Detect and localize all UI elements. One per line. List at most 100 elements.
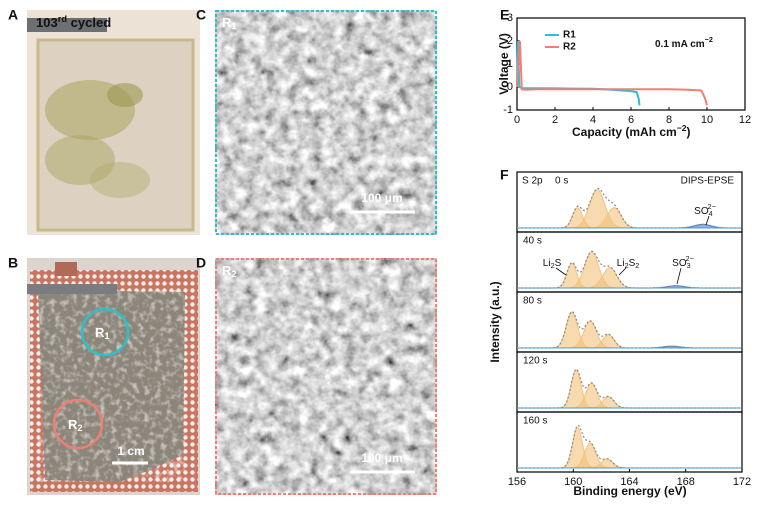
annotation-arrow	[676, 267, 682, 285]
panel-letter: C	[196, 7, 206, 23]
text-part: Li	[617, 258, 625, 269]
fitted-peak	[517, 458, 741, 469]
text-part: 103	[36, 15, 58, 30]
annotation-arrow	[618, 267, 627, 276]
text-part: 2−	[708, 202, 716, 211]
fitted-peak	[517, 426, 741, 469]
rich-text: R1	[95, 325, 110, 341]
text-part: R	[222, 15, 232, 30]
text-part: S	[629, 258, 636, 269]
envelope	[517, 424, 741, 469]
fitted-peak	[517, 333, 741, 349]
x-tick-label: 0	[514, 114, 520, 126]
caption: 103rd cycled	[36, 14, 111, 30]
envelope	[517, 310, 741, 349]
text-part: S	[555, 258, 562, 269]
rich-text: SO32−	[672, 254, 694, 270]
subplot-frame	[516, 291, 743, 353]
scale-bar-label: 100 μm	[361, 191, 402, 205]
x-tick-label: 4	[590, 114, 596, 126]
text-part: )	[687, 125, 691, 139]
x-tick-label: 156	[508, 476, 526, 488]
x-axis-label: Binding energy (eV)	[573, 484, 686, 498]
text-part: R	[222, 263, 232, 278]
envelope	[517, 368, 741, 409]
sem-c	[215, 10, 437, 235]
x-tick-label: 6	[628, 114, 634, 126]
panel-letter: A	[8, 7, 18, 23]
text-part: 1	[231, 21, 236, 31]
panel-letter: E	[500, 7, 509, 23]
text-part: 2	[77, 423, 82, 433]
text-part: 0.1 mA cm	[655, 39, 705, 50]
series-line	[516, 40, 641, 106]
text-part: 2	[625, 261, 629, 270]
subplot-frame	[516, 351, 743, 413]
chart-label: DIPS-EPSE	[681, 176, 735, 187]
x-tick-label: 164	[620, 476, 638, 488]
scale-bar-label: 100 μm	[361, 451, 402, 465]
text-part: R	[95, 325, 105, 340]
plot-frame	[516, 17, 746, 111]
subplot-label: 120 s	[523, 356, 547, 367]
fitted-peak	[517, 369, 741, 409]
y-tick-label: 0	[507, 81, 513, 93]
y-tick-label: 2	[507, 35, 513, 47]
x-tick-label: 12	[739, 114, 751, 126]
x-tick-label: 8	[666, 114, 672, 126]
y-axis-label: Voltage (V)	[497, 33, 511, 95]
subplot-label: 160 s	[523, 416, 547, 427]
text-part: 2	[635, 261, 639, 270]
fitted-peak	[517, 320, 741, 349]
annotation-arrow	[705, 215, 710, 226]
rich-text: R2	[222, 263, 237, 279]
text-part: 2	[231, 269, 236, 279]
text-part: R	[68, 417, 78, 432]
fitted-peak	[517, 396, 741, 409]
fitted-peak	[517, 382, 741, 409]
x-tick-label: 160	[564, 476, 582, 488]
text-part: 1	[104, 331, 109, 341]
y-tick-label: 3	[507, 12, 513, 24]
text-part: 2	[551, 261, 555, 270]
text-part: −2	[677, 123, 687, 133]
text-part: 4	[709, 209, 713, 218]
y-axis-label: Intensity (a.u.)	[488, 281, 502, 362]
rich-text: Li2S2	[617, 258, 639, 270]
scale-bar-label: 1 cm	[117, 444, 144, 458]
series-line	[516, 40, 708, 106]
rich-text: Capacity (mAh cm−2)	[572, 123, 691, 139]
text-part: Li	[543, 258, 551, 269]
annotation-arrow	[555, 267, 567, 276]
subplot-frame	[516, 411, 743, 473]
text-part: cycled	[67, 15, 111, 30]
subplot-label: 80 s	[523, 296, 542, 307]
legend-label: R1	[563, 30, 576, 41]
x-tick-label: 172	[733, 476, 751, 488]
fitted-peak	[517, 267, 741, 289]
subplot-label: 40 s	[523, 236, 542, 247]
sem-d	[215, 258, 437, 495]
text-part: Capacity (mAh cm	[572, 125, 677, 139]
photo-b	[27, 258, 200, 495]
legend-label: R2	[563, 42, 576, 53]
text-part: rd	[58, 14, 68, 24]
rich-text: SO42−	[694, 202, 716, 218]
x-tick-label: 2	[552, 114, 558, 126]
x-tick-label: 10	[701, 114, 713, 126]
text-part: 3	[687, 261, 691, 270]
panel-letter: F	[500, 167, 509, 183]
text-part: SO	[672, 258, 687, 269]
rich-text: Li2S	[543, 258, 562, 270]
x-tick-label: 168	[677, 476, 695, 488]
y-tick-label: 1	[507, 58, 513, 70]
y-tick-label: -1	[503, 104, 513, 116]
fitted-peak	[517, 442, 741, 469]
chart-title: S 2p	[522, 176, 543, 187]
photo-a	[27, 10, 200, 235]
text-part: SO	[694, 206, 709, 217]
rich-text: 0.1 mA cm−2	[655, 35, 713, 50]
panel-letter: D	[196, 255, 206, 271]
fitted-peak	[517, 311, 741, 349]
